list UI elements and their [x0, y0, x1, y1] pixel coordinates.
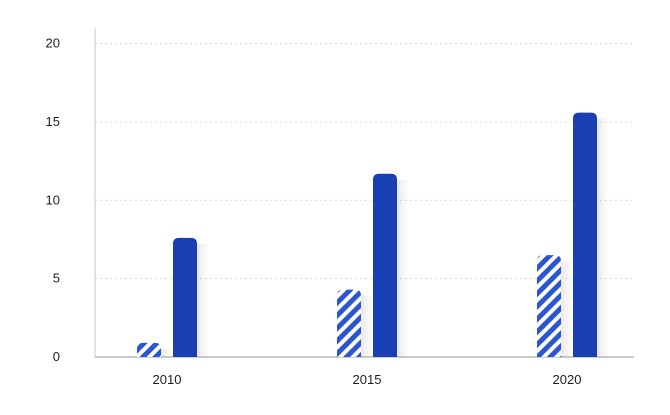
bar-2010-series-1: [137, 342, 173, 357]
bar: [173, 237, 197, 357]
bar-2015-series-2: [373, 173, 409, 357]
bar: [573, 112, 597, 357]
y-tick-label: 10: [46, 192, 60, 207]
bar-2020-series-2: [573, 112, 609, 357]
y-tick-label: 0: [53, 349, 60, 364]
bar-2015-series-1: [337, 289, 373, 357]
bar-2010-series-2: [173, 237, 209, 357]
y-tick-label: 15: [46, 114, 60, 129]
x-tick-label: 2010: [153, 372, 182, 387]
bar: [137, 342, 161, 357]
bar-shadow: [595, 118, 609, 357]
bar: [373, 173, 397, 357]
bar-shadow: [159, 348, 173, 357]
y-tick-labels: 0 5 10 15 20: [46, 36, 60, 364]
x-tick-label: 2015: [353, 372, 382, 387]
bar: [337, 289, 361, 357]
y-tick-label: 20: [46, 36, 60, 51]
bar-shadow: [195, 243, 209, 357]
bar-shadow: [559, 261, 573, 357]
bar-2020-series-1: [537, 255, 573, 357]
bars-layer: [137, 112, 609, 357]
y-tick-label: 5: [53, 271, 60, 286]
bar-shadow: [359, 295, 373, 357]
bar-shadow: [395, 179, 409, 357]
bar: [537, 255, 561, 357]
x-tick-label: 2020: [553, 372, 582, 387]
x-tick-labels: 2010 2015 2020: [153, 372, 582, 387]
